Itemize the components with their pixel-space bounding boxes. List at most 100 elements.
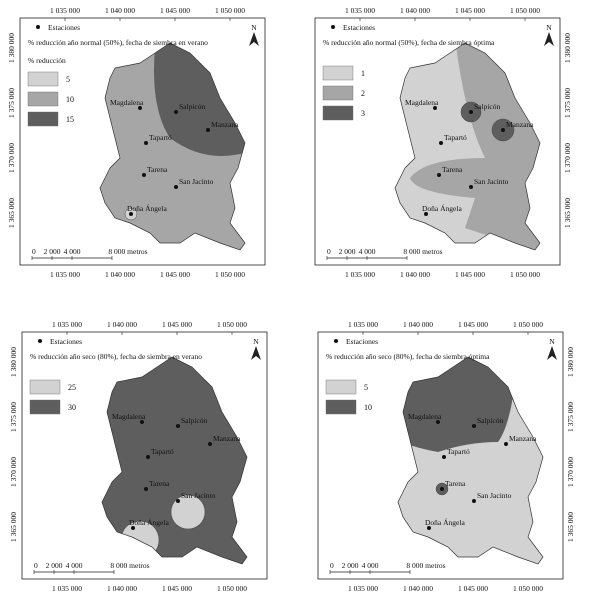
station bbox=[138, 106, 142, 110]
x-tick-label: 1 045 000 bbox=[162, 584, 192, 593]
y-tick-label: 1 365 000 bbox=[563, 198, 572, 228]
x-tick-label: 1 040 000 bbox=[400, 6, 430, 15]
legend-swatch bbox=[29, 399, 61, 415]
x-tick-label: 1 050 000 bbox=[215, 270, 245, 279]
legend-swatch bbox=[27, 111, 59, 127]
legend-class: 3 bbox=[361, 109, 365, 118]
scale-label: 8 000 metros bbox=[110, 561, 149, 570]
scale-label: 4 000 bbox=[359, 247, 376, 256]
y-tick-label: 1 375 000 bbox=[7, 88, 16, 118]
legend-swatch bbox=[322, 105, 354, 121]
legend-label: Estaciones bbox=[343, 23, 375, 32]
y-tick-label: 1 380 000 bbox=[7, 33, 16, 63]
station-label: Tapartó bbox=[447, 447, 470, 456]
station-legend-dot bbox=[334, 339, 338, 343]
y-tick-label: 1 380 000 bbox=[566, 347, 575, 377]
panel-title: % reducción año normal (50%), fecha de s… bbox=[28, 38, 208, 47]
y-tick-label: 1 370 000 bbox=[9, 457, 18, 487]
legend-swatch bbox=[325, 399, 357, 415]
scale-label: 4 000 bbox=[66, 561, 83, 570]
scale-label: 0 bbox=[327, 247, 331, 256]
station bbox=[440, 487, 444, 491]
x-tick-label: 1 040 000 bbox=[107, 584, 137, 593]
legend-class: 5 bbox=[66, 75, 70, 84]
x-tick-label: 1 045 000 bbox=[160, 6, 190, 15]
x-tick-label: 1 050 000 bbox=[513, 584, 543, 593]
station bbox=[206, 128, 210, 132]
x-tick-label: 1 050 000 bbox=[215, 6, 245, 15]
y-tick-label: 1 365 000 bbox=[9, 512, 18, 542]
station-label: San Jacinto bbox=[179, 177, 214, 186]
station bbox=[424, 212, 428, 216]
legend-swatch bbox=[27, 71, 59, 87]
station-label: Manzana bbox=[509, 434, 537, 443]
station-legend-dot bbox=[38, 339, 42, 343]
x-tick-label: 1 050 000 bbox=[510, 6, 540, 15]
station-label: Manzana bbox=[211, 120, 239, 129]
station-label: Tarena bbox=[445, 479, 466, 488]
x-tick-label: 1 035 000 bbox=[52, 584, 82, 593]
station bbox=[176, 499, 180, 503]
map-panel: 1 035 000 1 035 000 1 040 000 1 040 000 1 0 4… bbox=[314, 6, 572, 279]
y-tick-label: 1 370 000 bbox=[566, 457, 575, 487]
y-tick-label: 1 380 000 bbox=[9, 347, 18, 377]
legend-heading: % reducción bbox=[28, 56, 66, 65]
y-tick-label: 1 370 000 bbox=[563, 143, 572, 173]
legend-class: 10 bbox=[66, 95, 74, 104]
scale-label: 2 000 bbox=[46, 561, 63, 570]
station bbox=[439, 141, 443, 145]
station bbox=[436, 420, 440, 424]
north-label: N bbox=[253, 337, 259, 346]
y-tick-label: 1 370 000 bbox=[7, 143, 16, 173]
x-tick-label: 1 035 000 bbox=[50, 6, 80, 15]
station-label: San Jacinto bbox=[474, 177, 509, 186]
station bbox=[504, 442, 508, 446]
station bbox=[433, 106, 437, 110]
panel-title: % reducción año seco (80%), fecha de sie… bbox=[326, 352, 490, 361]
scale-label: 4 000 bbox=[362, 561, 379, 570]
x-tick-label: 1 050 000 bbox=[217, 320, 247, 329]
north-label: N bbox=[546, 23, 552, 32]
scale-label: 8 000 metros bbox=[406, 561, 445, 570]
station-label: Doña Ángela bbox=[127, 203, 167, 213]
station-label: Doña Ángela bbox=[422, 203, 462, 213]
x-tick-label: 1 035 000 bbox=[348, 584, 378, 593]
legend-class: 1 bbox=[361, 69, 365, 78]
station bbox=[131, 526, 135, 530]
station bbox=[146, 455, 150, 459]
station-label: Salpicón bbox=[474, 102, 500, 111]
legend-swatch bbox=[27, 91, 59, 107]
legend-label: Estaciones bbox=[346, 337, 378, 346]
x-tick-label: 1 045 000 bbox=[160, 270, 190, 279]
station bbox=[442, 455, 446, 459]
station-label: Magdalena bbox=[112, 412, 146, 421]
y-tick-label: 1 380 000 bbox=[563, 33, 572, 63]
legend-class: 2 bbox=[361, 89, 365, 98]
station-label: Tarena bbox=[442, 165, 463, 174]
station-label: Tarena bbox=[147, 165, 168, 174]
x-tick-label: 1 040 000 bbox=[400, 270, 430, 279]
x-tick-label: 1 035 000 bbox=[345, 270, 375, 279]
scale-label: 0 bbox=[32, 247, 36, 256]
legend-class: 30 bbox=[68, 403, 76, 412]
station-label: Magdalena bbox=[110, 98, 144, 107]
zone bbox=[170, 494, 206, 530]
legend-swatch bbox=[325, 379, 357, 395]
x-tick-label: 1 035 000 bbox=[52, 320, 82, 329]
station bbox=[208, 442, 212, 446]
scale-label: 8 000 metros bbox=[108, 247, 147, 256]
station-label: Salpicón bbox=[179, 102, 205, 111]
station bbox=[142, 173, 146, 177]
x-tick-label: 1 035 000 bbox=[348, 320, 378, 329]
station bbox=[469, 185, 473, 189]
station-label: San Jacinto bbox=[181, 491, 216, 500]
station-legend-dot bbox=[331, 25, 335, 29]
x-tick-label: 1 045 000 bbox=[458, 584, 488, 593]
station bbox=[427, 526, 431, 530]
y-tick-label: 1 365 000 bbox=[7, 198, 16, 228]
legend-label: Estaciones bbox=[50, 337, 82, 346]
x-tick-label: 1 035 000 bbox=[345, 6, 375, 15]
